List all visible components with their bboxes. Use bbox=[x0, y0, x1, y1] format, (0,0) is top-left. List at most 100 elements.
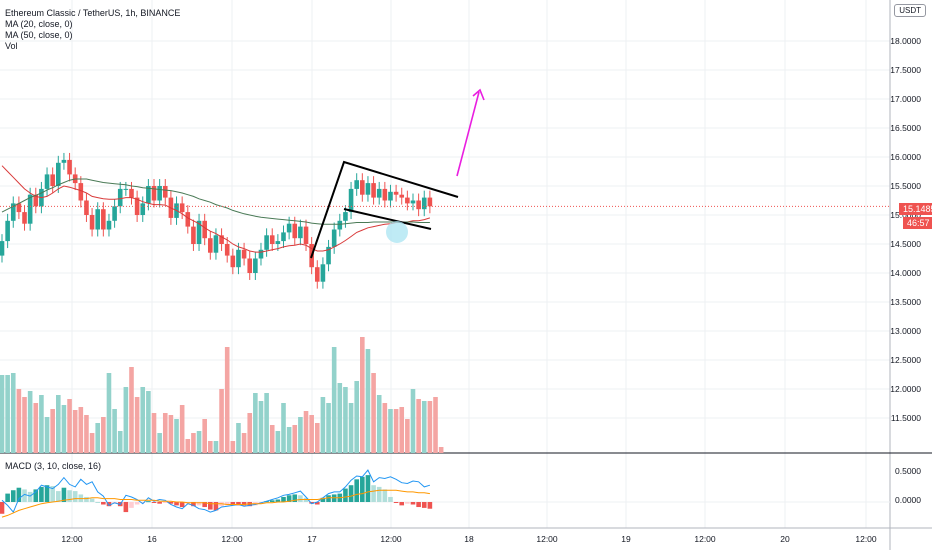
candle[interactable] bbox=[27, 194, 33, 224]
macd-histogram-bar bbox=[123, 502, 129, 513]
candle[interactable] bbox=[179, 203, 185, 213]
volume-bar bbox=[438, 447, 444, 453]
y-tick-label: 15.0000 bbox=[890, 210, 921, 220]
volume-bar bbox=[331, 347, 337, 453]
candle[interactable] bbox=[16, 203, 22, 213]
candle[interactable] bbox=[360, 180, 365, 195]
candle[interactable] bbox=[208, 238, 213, 253]
candle[interactable] bbox=[269, 235, 275, 244]
candle[interactable] bbox=[292, 223, 298, 239]
candle[interactable] bbox=[286, 223, 292, 233]
candle[interactable] bbox=[354, 180, 359, 189]
candle[interactable] bbox=[123, 188, 129, 190]
candle[interactable] bbox=[224, 244, 230, 256]
candle[interactable] bbox=[89, 215, 95, 230]
highlight-circle[interactable] bbox=[386, 221, 408, 243]
candle[interactable] bbox=[151, 186, 157, 201]
candle[interactable] bbox=[140, 203, 146, 215]
macd-histogram-bar bbox=[95, 502, 101, 503]
volume-bar bbox=[286, 427, 292, 453]
target-arrow-head[interactable] bbox=[472, 88, 485, 101]
flag-lower-trendline[interactable] bbox=[343, 208, 432, 230]
candle[interactable] bbox=[22, 212, 27, 224]
candle[interactable] bbox=[33, 194, 39, 207]
candle[interactable] bbox=[298, 226, 303, 239]
candle[interactable] bbox=[410, 200, 416, 204]
candle[interactable] bbox=[393, 191, 399, 195]
candle[interactable] bbox=[101, 209, 106, 230]
candle[interactable] bbox=[253, 258, 258, 274]
macd-histogram-bar bbox=[22, 489, 27, 502]
candle[interactable] bbox=[320, 264, 326, 282]
candle[interactable] bbox=[365, 183, 371, 195]
candle[interactable] bbox=[326, 246, 331, 265]
candle[interactable] bbox=[382, 188, 388, 201]
macd-histogram-bar bbox=[399, 502, 405, 506]
candle[interactable] bbox=[241, 249, 247, 259]
macd-histogram-bar bbox=[365, 475, 371, 502]
candle[interactable] bbox=[399, 194, 405, 198]
candle[interactable] bbox=[236, 249, 241, 268]
macd-histogram-bar bbox=[72, 491, 78, 502]
volume-bar bbox=[405, 419, 410, 453]
candle[interactable] bbox=[264, 235, 269, 250]
candle[interactable] bbox=[427, 197, 433, 207]
candle[interactable] bbox=[78, 183, 84, 201]
candle[interactable] bbox=[196, 220, 202, 244]
candle[interactable] bbox=[348, 188, 354, 213]
candle[interactable] bbox=[112, 206, 117, 221]
candle[interactable] bbox=[371, 183, 376, 198]
candle[interactable] bbox=[281, 232, 286, 242]
legend-ma50[interactable]: MA (50, close, 0) bbox=[5, 30, 73, 40]
candle[interactable] bbox=[337, 220, 343, 230]
macd-histogram-bar bbox=[314, 502, 320, 505]
candle[interactable] bbox=[129, 188, 134, 198]
x-tick-label: 12:00 bbox=[855, 534, 877, 544]
candle[interactable] bbox=[157, 186, 162, 201]
candle[interactable] bbox=[56, 162, 61, 186]
candle[interactable] bbox=[421, 197, 427, 210]
y-tick-label: 13.5000 bbox=[890, 297, 921, 307]
candle[interactable] bbox=[5, 220, 10, 242]
currency-button[interactable]: USDT bbox=[894, 4, 926, 17]
candle[interactable] bbox=[67, 159, 72, 175]
candle[interactable] bbox=[84, 200, 89, 216]
candle[interactable] bbox=[134, 197, 140, 215]
candle[interactable] bbox=[106, 220, 112, 230]
candle[interactable] bbox=[247, 258, 253, 274]
candle[interactable] bbox=[61, 159, 67, 163]
candle[interactable] bbox=[213, 235, 219, 253]
flag-pole-drawing[interactable] bbox=[310, 160, 459, 259]
macd-histogram-bar bbox=[309, 502, 314, 504]
candle[interactable] bbox=[50, 174, 55, 186]
candle[interactable] bbox=[185, 212, 191, 227]
target-arrow-shaft[interactable] bbox=[456, 91, 480, 177]
candle[interactable] bbox=[343, 212, 348, 221]
candle[interactable] bbox=[331, 229, 337, 247]
candle[interactable] bbox=[0, 241, 5, 256]
candle[interactable] bbox=[44, 174, 50, 189]
legend-macd[interactable]: MACD (3, 10, close, 16) bbox=[5, 461, 102, 471]
candle[interactable] bbox=[219, 235, 224, 244]
candle[interactable] bbox=[388, 191, 393, 201]
candle[interactable] bbox=[95, 209, 101, 230]
candle[interactable] bbox=[230, 255, 236, 268]
candle[interactable] bbox=[314, 267, 320, 282]
legend-ma20[interactable]: MA (20, close, 0) bbox=[5, 19, 73, 29]
macd-histogram-bar bbox=[298, 495, 303, 502]
candle[interactable] bbox=[258, 249, 264, 259]
candle[interactable] bbox=[303, 226, 309, 244]
candle[interactable] bbox=[376, 188, 382, 198]
candle[interactable] bbox=[191, 226, 196, 244]
candle[interactable] bbox=[275, 241, 281, 244]
candle[interactable] bbox=[117, 188, 123, 207]
macd-histogram-bar bbox=[202, 502, 207, 508]
candle[interactable] bbox=[162, 186, 168, 198]
legend-vol[interactable]: Vol bbox=[5, 41, 18, 51]
candle[interactable] bbox=[405, 197, 410, 204]
candle[interactable] bbox=[146, 186, 151, 204]
candle[interactable] bbox=[202, 220, 207, 239]
candle[interactable] bbox=[10, 203, 16, 221]
candle[interactable] bbox=[416, 200, 421, 210]
